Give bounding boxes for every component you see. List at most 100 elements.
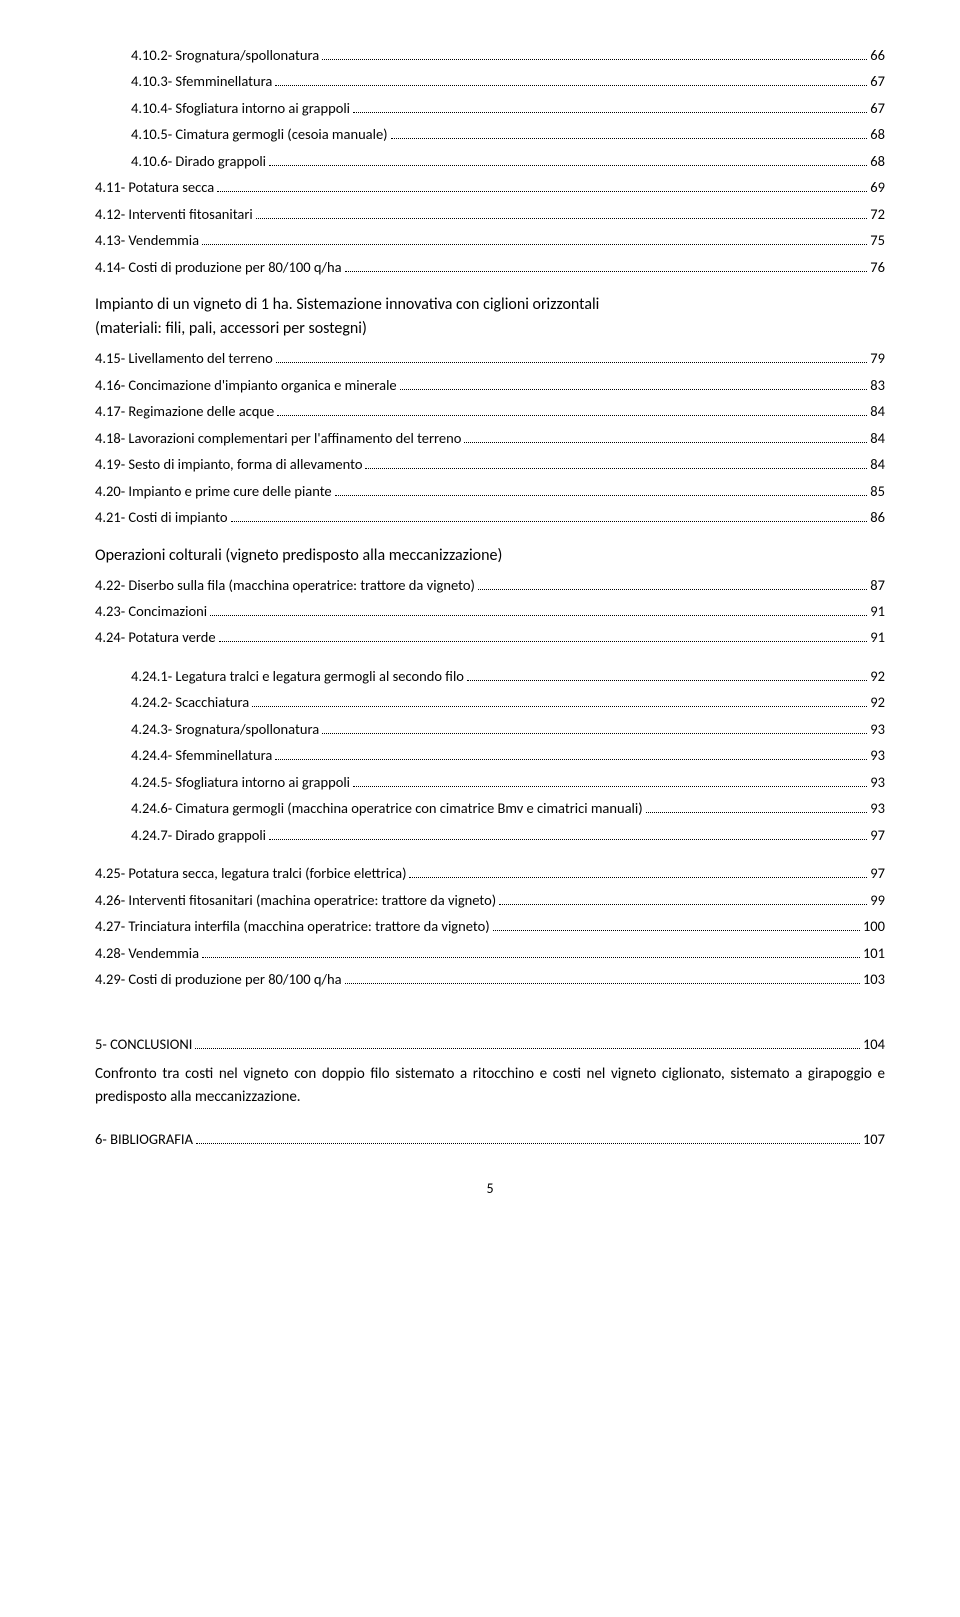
toc-entry: 4.26- Interventi fitosanitari (machina o… <box>95 889 885 911</box>
toc-dots <box>365 468 867 469</box>
toc-label: 4.18- Lavorazioni complementari per l'af… <box>95 427 461 449</box>
toc-entry: 4.10.3- Sfemminellatura 67 <box>95 70 885 92</box>
toc-dots <box>353 786 867 787</box>
toc-page: 100 <box>863 915 885 937</box>
page-number: 5 <box>95 1180 885 1197</box>
toc-dots <box>345 983 860 984</box>
toc-label: 4.24.7- Dirado grappoli <box>131 824 266 846</box>
toc-label: 4.24.4- Sfemminellatura <box>131 744 272 766</box>
toc-dots <box>322 733 867 734</box>
toc-label: 4.10.3- Sfemminellatura <box>131 70 272 92</box>
toc-page: 93 <box>870 797 885 819</box>
toc-dots <box>202 957 860 958</box>
toc-dots <box>353 112 867 113</box>
toc-entry: 4.24.3- Srognatura/spollonatura 93 <box>95 718 885 740</box>
toc-entry: 4.13- Vendemmia 75 <box>95 229 885 251</box>
toc-entry: 4.24.2- Scacchiatura 92 <box>95 691 885 713</box>
toc-label: 4.22- Diserbo sulla fila (macchina opera… <box>95 574 475 596</box>
toc-label: 4.10.4- Sfogliatura intorno ai grappoli <box>131 97 350 119</box>
toc-page: 99 <box>870 889 885 911</box>
toc-page: 91 <box>870 626 885 648</box>
toc-page: 69 <box>870 176 885 198</box>
toc-entry: 5- CONCLUSIONI 104 <box>95 1033 885 1055</box>
toc-dots <box>467 680 867 681</box>
toc-label: 4.11- Potatura secca <box>95 176 214 198</box>
toc-dots <box>231 521 868 522</box>
toc-label: 4.14- Costi di produzione per 80/100 q/h… <box>95 256 342 278</box>
section-heading: Operazioni colturali (vigneto predispost… <box>95 544 885 568</box>
toc-page: 93 <box>870 718 885 740</box>
toc-dots <box>400 389 868 390</box>
toc-label: 4.29- Costi di produzione per 80/100 q/h… <box>95 968 342 990</box>
toc-dots <box>196 1143 860 1144</box>
toc-page: 92 <box>870 665 885 687</box>
toc-page: 84 <box>870 427 885 449</box>
toc-label: 4.24.2- Scacchiatura <box>131 691 249 713</box>
toc-dots <box>275 85 867 86</box>
toc-label: 4.24.1- Legatura tralci e legatura germo… <box>131 665 464 687</box>
toc-entry: 4.24.1- Legatura tralci e legatura germo… <box>95 665 885 687</box>
toc-page: 97 <box>870 824 885 846</box>
toc-entry: 4.24.7- Dirado grappoli 97 <box>95 824 885 846</box>
toc-label: 4.25- Potatura secca, legatura tralci (f… <box>95 862 406 884</box>
toc-dots <box>256 218 868 219</box>
toc-page: 75 <box>870 229 885 251</box>
toc-entry: 4.28- Vendemmia 101 <box>95 942 885 964</box>
toc-entry: 4.16- Concimazione d'impianto organica e… <box>95 374 885 396</box>
toc-label: 4.15- Livellamento del terreno <box>95 347 273 369</box>
conclusion-paragraph: Confronto tra costi nel vigneto con dopp… <box>95 1063 885 1108</box>
toc-label: 4.24.3- Srognatura/spollonatura <box>131 718 319 740</box>
toc-entry: 4.29- Costi di produzione per 80/100 q/h… <box>95 968 885 990</box>
toc-dots <box>276 362 868 363</box>
toc-label: 4.27- Trinciatura interfila (macchina op… <box>95 915 490 937</box>
toc-label: 4.26- Interventi fitosanitari (machina o… <box>95 889 496 911</box>
toc-entry: 4.23- Concimazioni 91 <box>95 600 885 622</box>
toc-page: 97 <box>870 862 885 884</box>
toc-label: 4.20- Impianto e prime cure delle piante <box>95 480 332 502</box>
toc-dots <box>646 812 868 813</box>
toc-entry: 4.21- Costi di impianto 86 <box>95 506 885 528</box>
toc-entry: 4.20- Impianto e prime cure delle piante… <box>95 480 885 502</box>
toc-entry: 4.10.5- Cimatura germogli (cesoia manual… <box>95 123 885 145</box>
toc-page: 68 <box>870 123 885 145</box>
toc-dots <box>277 415 867 416</box>
toc-dots <box>345 271 868 272</box>
toc-entry: 4.27- Trinciatura interfila (macchina op… <box>95 915 885 937</box>
toc-dots <box>195 1048 860 1049</box>
toc-entry: 4.24.5- Sfogliatura intorno ai grappoli … <box>95 771 885 793</box>
toc-label: 4.24.5- Sfogliatura intorno ai grappoli <box>131 771 350 793</box>
toc-dots <box>275 759 867 760</box>
toc-label: 4.19- Sesto di impianto, forma di alleva… <box>95 453 362 475</box>
toc-entry: 4.10.4- Sfogliatura intorno ai grappoli … <box>95 97 885 119</box>
toc-dots <box>335 495 868 496</box>
toc-label: 4.10.5- Cimatura germogli (cesoia manual… <box>131 123 388 145</box>
toc-page: 79 <box>870 347 885 369</box>
toc-dots <box>217 191 867 192</box>
toc-label: 4.24- Potatura verde <box>95 626 216 648</box>
toc-entry: 4.24.6- Cimatura germogli (macchina oper… <box>95 797 885 819</box>
toc-label: 4.16- Concimazione d'impianto organica e… <box>95 374 397 396</box>
toc-dots <box>493 930 860 931</box>
toc-page: 86 <box>870 506 885 528</box>
toc-page: 93 <box>870 744 885 766</box>
toc-dots <box>409 877 867 878</box>
toc-entry: 4.10.2- Srognatura/spollonatura 66 <box>95 44 885 66</box>
toc-label: 6- BIBLIOGRAFIA <box>95 1128 193 1150</box>
toc-page: 68 <box>870 150 885 172</box>
toc-entry: 4.22- Diserbo sulla fila (macchina opera… <box>95 574 885 596</box>
toc-label: 4.28- Vendemmia <box>95 942 199 964</box>
toc-dots <box>269 839 867 840</box>
toc-dots <box>252 706 867 707</box>
toc-label: 4.21- Costi di impianto <box>95 506 228 528</box>
toc-entry: 4.11- Potatura secca 69 <box>95 176 885 198</box>
toc-page: 93 <box>870 771 885 793</box>
toc-page: 85 <box>870 480 885 502</box>
toc-page: 91 <box>870 600 885 622</box>
toc-entry: 4.17- Regimazione delle acque 84 <box>95 400 885 422</box>
toc-dots <box>478 589 867 590</box>
toc-page: 84 <box>870 453 885 475</box>
toc-label: 4.17- Regimazione delle acque <box>95 400 274 422</box>
toc-label: 4.13- Vendemmia <box>95 229 199 251</box>
toc-page: 87 <box>870 574 885 596</box>
toc-page: 92 <box>870 691 885 713</box>
